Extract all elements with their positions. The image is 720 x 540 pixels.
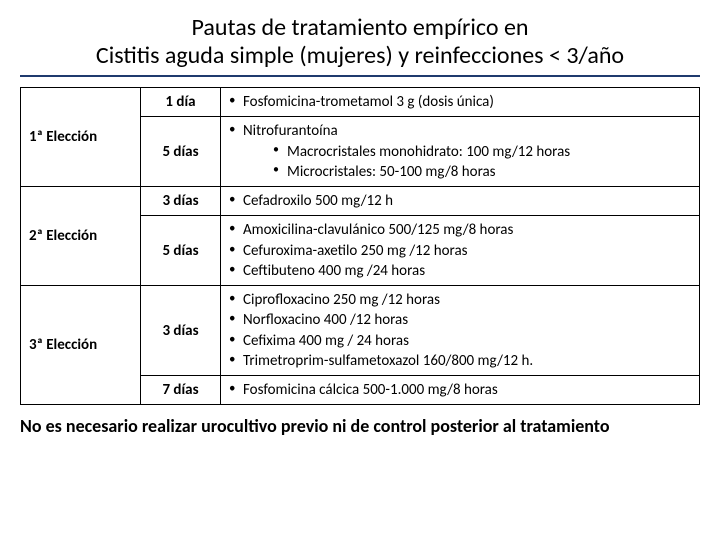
drug-subitem: Microcristales: 50-100 mg/8 horas (271, 162, 693, 182)
drugs-cell: Ciprofloxacino 250 mg /12 horas Norfloxa… (221, 286, 700, 376)
drug-item: Fosfomicina-trometamol 3 g (dosis única) (227, 92, 693, 112)
drug-item: Cefadroxilo 500 mg/12 h (227, 191, 693, 211)
slide-title: Pautas de tratamiento empírico en Cistit… (20, 14, 700, 77)
drugs-cell: Amoxicilina-clavulánico 500/125 mg/8 hor… (221, 216, 700, 286)
drugs-cell: Fosfomicina cálcica 500-1.000 mg/8 horas (221, 376, 700, 405)
duration-cell: 5 días (141, 216, 221, 286)
drug-item: Norfloxacino 400 /12 horas (227, 310, 693, 330)
drug-item: Ciprofloxacino 250 mg /12 horas (227, 290, 693, 310)
level-cell: 1ª Elección (21, 88, 141, 187)
title-line-1: Pautas de tratamiento empírico en (20, 14, 700, 42)
drug-item: Fosfomicina cálcica 500-1.000 mg/8 horas (227, 380, 693, 400)
duration-cell: 5 días (141, 117, 221, 187)
drug-item: Nitrofurantoína Macrocristales monohidra… (227, 121, 693, 182)
drug-item: Trimetroprim-sulfametoxazol 160/800 mg/1… (227, 351, 693, 371)
drug-item: Cefixima 400 mg / 24 horas (227, 331, 693, 351)
drug-item: Amoxicilina-clavulánico 500/125 mg/8 hor… (227, 220, 693, 240)
drug-subitem: Macrocristales monohidrato: 100 mg/12 ho… (271, 142, 693, 162)
treatment-table: 1ª Elección 1 día Fosfomicina-trometamol… (20, 87, 700, 405)
duration-cell: 3 días (141, 187, 221, 216)
drugs-cell: Cefadroxilo 500 mg/12 h (221, 187, 700, 216)
drugs-cell: Nitrofurantoína Macrocristales monohidra… (221, 117, 700, 187)
duration-cell: 7 días (141, 376, 221, 405)
footnote: No es necesario realizar urocultivo prev… (20, 415, 700, 437)
drug-item: Ceftibuteno 400 mg /24 horas (227, 261, 693, 281)
drug-item-label: Nitrofurantoína (243, 122, 338, 140)
drugs-cell: Fosfomicina-trometamol 3 g (dosis única) (221, 88, 700, 117)
duration-cell: 1 día (141, 88, 221, 117)
drug-item: Cefuroxima-axetilo 250 mg /12 horas (227, 241, 693, 261)
level-cell: 3ª Elección (21, 286, 141, 405)
title-line-2: Cistitis aguda simple (mujeres) y reinfe… (20, 42, 700, 78)
duration-cell: 3 días (141, 286, 221, 376)
level-cell: 2ª Elección (21, 187, 141, 286)
